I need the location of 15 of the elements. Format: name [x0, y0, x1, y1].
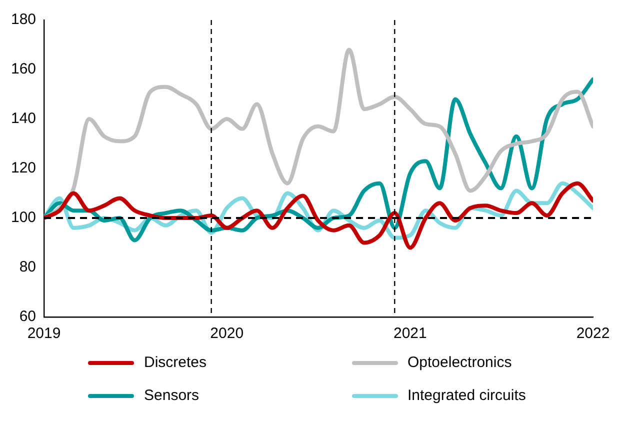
y-tick-label: 80	[19, 258, 36, 276]
x-tick-label: 2022	[576, 325, 610, 342]
x-tick-label: 2019	[27, 325, 61, 342]
legend-label: Sensors	[144, 387, 200, 404]
y-tick-label: 160	[10, 60, 36, 78]
legend-label: Discretes	[144, 354, 207, 371]
y-tick-label: 140	[10, 110, 36, 128]
y-tick-label: 60	[19, 308, 36, 326]
y-tick-label: 100	[10, 209, 36, 226]
x-tick-label: 2020	[210, 325, 244, 342]
x-tick-label: 2021	[393, 325, 427, 342]
legend-label: Integrated circuits	[408, 387, 526, 404]
y-tick-label: 180	[10, 11, 36, 28]
y-tick-label: 120	[10, 160, 36, 177]
legend-label: Optoelectronics	[408, 354, 512, 371]
